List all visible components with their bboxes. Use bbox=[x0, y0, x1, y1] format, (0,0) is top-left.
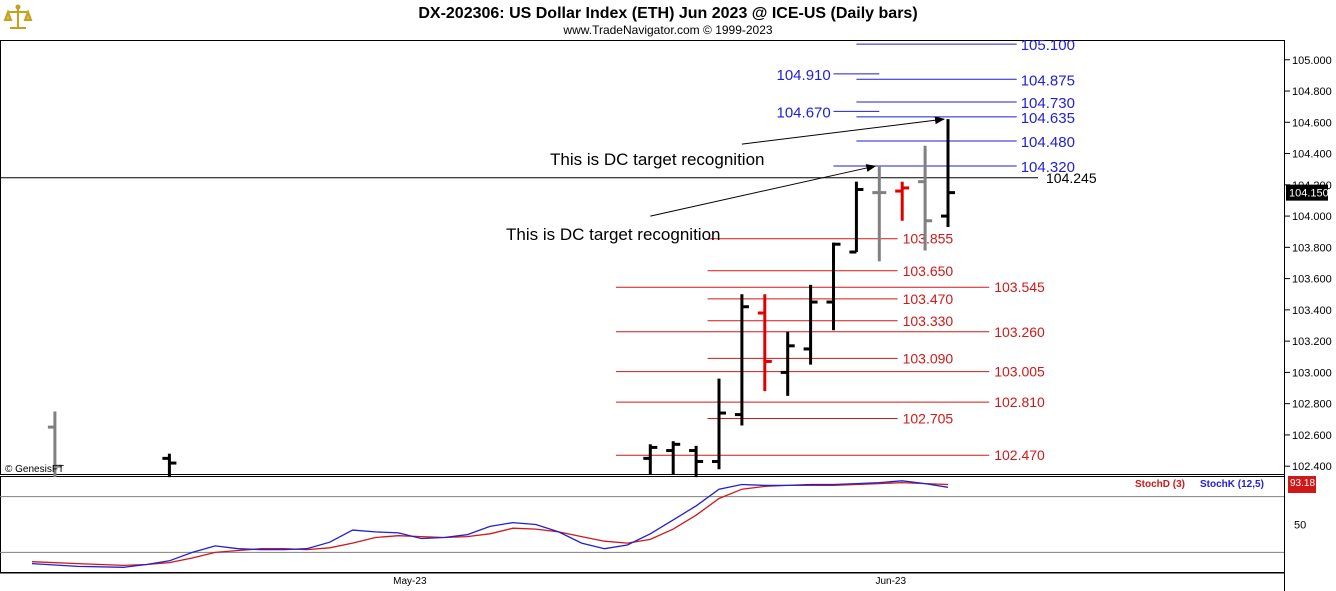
annotation-arrow bbox=[650, 164, 877, 217]
ohlc-bar bbox=[780, 331, 795, 396]
y-axis: 105.000104.800104.600104.400104.200104.0… bbox=[1284, 55, 1332, 473]
levels-layer: 104.245 103.855 103.650 103.545 103.470 103.3… bbox=[0, 37, 1097, 463]
ohlc-bar bbox=[803, 284, 818, 365]
level-black-label: 104.245 bbox=[1046, 170, 1097, 186]
level-blue-label: 104.730 bbox=[1021, 95, 1075, 112]
y-tick-label: 102.400 bbox=[1292, 461, 1332, 473]
level-red-label: 102.705 bbox=[903, 411, 954, 427]
y-tick-label: 103.600 bbox=[1292, 274, 1332, 286]
annotation-arrow bbox=[741, 116, 945, 145]
level-blue-label: 104.910 bbox=[777, 67, 831, 84]
level-blue-label: 104.635 bbox=[1021, 110, 1075, 127]
annotation-text: This is DC target recognition bbox=[550, 150, 764, 169]
ohlc-bar bbox=[826, 242, 841, 331]
level-blue-label: 104.320 bbox=[1021, 159, 1075, 176]
x-axis: May-23 Jun-23 bbox=[0, 572, 1284, 587]
stoch-last-label: 93.18 bbox=[1290, 478, 1315, 489]
y-tick-label: 102.600 bbox=[1292, 430, 1332, 442]
y-tick-label: 104.400 bbox=[1292, 149, 1332, 161]
x-tick-label: Jun-23 bbox=[875, 576, 906, 587]
annotation-text: This is DC target recognition bbox=[506, 225, 720, 244]
y-tick-label: 104.800 bbox=[1292, 86, 1332, 98]
ohlc-bar bbox=[895, 181, 910, 221]
level-red-label: 103.260 bbox=[994, 324, 1045, 340]
ohlc-bar bbox=[162, 453, 177, 478]
y-tick-label: 103.000 bbox=[1292, 367, 1332, 379]
level-blue-label: 104.670 bbox=[777, 104, 831, 121]
ohlc-bar bbox=[666, 441, 681, 474]
ohlc-bar bbox=[734, 294, 749, 426]
level-blue-label: 104.480 bbox=[1021, 134, 1075, 151]
ohlc-bar bbox=[643, 444, 658, 474]
chart-title: DX-202306: US Dollar Index (ETH) Jun 202… bbox=[418, 5, 917, 22]
x-tick-label: May-23 bbox=[393, 576, 427, 587]
ohlc-bar bbox=[47, 411, 62, 478]
stoch-tick-label: 50 bbox=[1294, 520, 1306, 532]
stochD-legend: StochD (3) bbox=[1135, 479, 1185, 490]
y-tick-label: 103.200 bbox=[1292, 336, 1332, 348]
logo-icon bbox=[3, 4, 33, 32]
y-tick-label: 103.800 bbox=[1292, 242, 1332, 254]
ohlc-bar bbox=[712, 378, 726, 470]
level-red-label: 102.470 bbox=[994, 447, 1045, 463]
ohlc-bar bbox=[757, 294, 772, 392]
y-tick-label: 103.400 bbox=[1292, 305, 1332, 317]
y-tick-label: 102.800 bbox=[1292, 399, 1332, 411]
stochastic-layer: 50 StochD (3) StochK (12,5) 93.18 bbox=[0, 476, 1316, 568]
chart-subtitle: www.TradeNavigator.com © 1999-2023 bbox=[562, 23, 772, 37]
level-red-label: 103.005 bbox=[994, 364, 1045, 380]
level-red-label: 102.810 bbox=[994, 394, 1045, 410]
stochK-legend: StochK (12,5) bbox=[1200, 479, 1264, 490]
bars-layer bbox=[47, 119, 955, 478]
price-panel-frame bbox=[0, 40, 1285, 475]
y-tick-label: 104.600 bbox=[1292, 117, 1332, 129]
ohlc-bar bbox=[689, 445, 704, 478]
stoch-last-tag bbox=[1288, 476, 1316, 493]
watermark: © GenesisFT bbox=[5, 464, 64, 475]
stochD-line bbox=[31, 481, 949, 567]
last-price-label: 104.150 bbox=[1289, 188, 1329, 200]
level-red-label: 103.855 bbox=[903, 231, 954, 247]
annotations-layer: This is DC target recognition This is DC … bbox=[506, 116, 945, 244]
level-blue-label: 105.100 bbox=[1021, 37, 1075, 54]
level-red-label: 103.330 bbox=[903, 313, 954, 329]
level-red-label: 103.470 bbox=[903, 291, 954, 307]
y-tick-label: 105.000 bbox=[1292, 55, 1332, 67]
ohlc-bar bbox=[849, 181, 864, 254]
level-blue-label: 104.875 bbox=[1021, 72, 1075, 89]
ohlc-bar bbox=[941, 119, 955, 228]
y-tick-label: 104.000 bbox=[1292, 211, 1332, 223]
ohlc-bar bbox=[872, 166, 887, 262]
stochK-line bbox=[31, 480, 949, 568]
last-price-tag bbox=[1286, 184, 1328, 201]
level-red-label: 103.090 bbox=[903, 350, 954, 366]
ohlc-bar bbox=[918, 145, 933, 251]
level-red-label: 103.650 bbox=[903, 263, 954, 279]
level-red-label: 103.545 bbox=[994, 279, 1045, 295]
